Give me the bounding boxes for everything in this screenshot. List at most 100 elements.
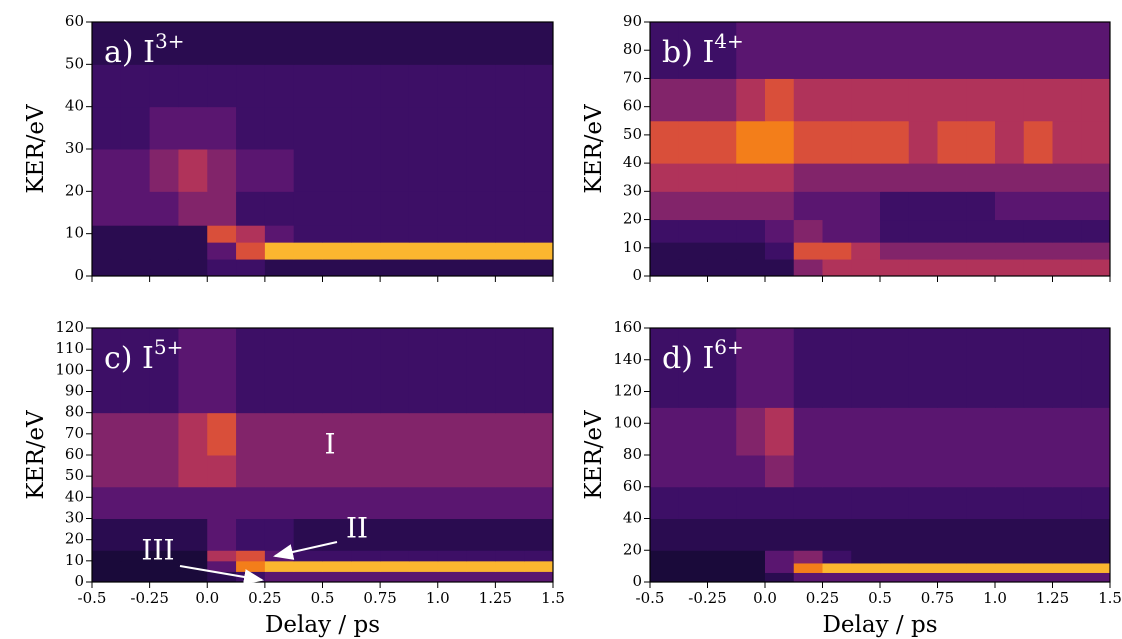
heatmap-cell xyxy=(822,191,852,221)
heatmap-cell xyxy=(120,22,151,65)
heatmap-cell xyxy=(966,328,996,408)
heatmap-cell xyxy=(995,242,1025,260)
heatmap-cell xyxy=(207,259,237,277)
x-tick-label: 1.5 xyxy=(541,589,565,607)
heatmap-cell xyxy=(822,328,852,408)
panel: 0 10 20 30 40 50 60 KER/eV a) I3+ xyxy=(23,12,554,284)
heatmap-cell xyxy=(822,407,852,456)
heatmap-cell xyxy=(908,219,938,243)
heatmap-cell xyxy=(736,219,766,243)
heatmap-cell xyxy=(793,562,823,573)
heatmap-cell xyxy=(707,328,737,408)
panel-title-sup: 6+ xyxy=(714,335,743,359)
heatmap-cell xyxy=(178,191,208,226)
heatmap-cell xyxy=(466,242,496,260)
heatmap-cell xyxy=(678,242,708,260)
heatmap-cell xyxy=(149,455,179,488)
heatmap-cell xyxy=(995,120,1025,164)
heatmap-cell xyxy=(149,518,179,551)
heatmap-cell xyxy=(678,550,708,564)
panel-title-main: d) I xyxy=(662,341,714,376)
heatmap-cell xyxy=(236,225,266,243)
heatmap-cell xyxy=(120,106,151,150)
heatmap-cell xyxy=(1081,562,1111,573)
heatmap-cell xyxy=(937,486,967,519)
heatmap-cell xyxy=(380,560,410,572)
heatmap-cell xyxy=(650,486,680,519)
heatmap-cell xyxy=(120,259,151,277)
heatmap-cell xyxy=(1081,572,1111,583)
heatmap-cell xyxy=(678,518,708,551)
heatmap-cell xyxy=(650,120,680,164)
heatmap-cell xyxy=(524,486,554,519)
heatmap-cell xyxy=(966,562,996,573)
heatmap-cell xyxy=(524,550,554,562)
heatmap-cell xyxy=(322,486,352,519)
heatmap-cell xyxy=(380,225,410,243)
heatmap-cell xyxy=(207,64,237,108)
y-tick-label: 120 xyxy=(55,318,84,336)
heatmap-cell xyxy=(149,106,179,150)
panel: 0 10 20 30 40 50 60 70 80 90 100 110 120 -0.5 -0.25 0.0… xyxy=(23,318,565,638)
heatmap-cell xyxy=(92,455,122,488)
heatmap-cell xyxy=(937,78,967,122)
heatmap-cell xyxy=(207,571,237,583)
heatmap-cell xyxy=(178,550,208,562)
heatmap-cell xyxy=(851,242,881,260)
y-tick-label: 40 xyxy=(623,509,642,527)
heatmap-cell xyxy=(437,412,468,456)
heatmap-cell xyxy=(466,106,496,150)
heatmap-cell xyxy=(380,328,410,414)
heatmap-cell xyxy=(408,328,439,414)
heatmap-cell xyxy=(322,455,352,488)
heatmap-cell xyxy=(178,571,208,583)
heatmap-cell xyxy=(264,571,295,583)
heatmap-cell xyxy=(236,455,266,488)
heatmap-cell xyxy=(995,22,1025,79)
heatmap-cell xyxy=(120,550,151,562)
heatmap-cell xyxy=(650,572,680,583)
y-tick-label: 0 xyxy=(632,266,642,284)
heatmap-cell xyxy=(736,259,766,277)
heatmap-cell xyxy=(736,120,766,164)
heatmap-cell xyxy=(380,259,410,277)
heatmap-cell xyxy=(495,242,525,260)
heatmap-cell xyxy=(322,225,352,243)
y-tick-label: 110 xyxy=(55,339,84,357)
heatmap-cell xyxy=(293,571,323,583)
heatmap-cell xyxy=(408,225,439,243)
heatmap-cell xyxy=(466,455,496,488)
heatmap-cell xyxy=(236,412,266,456)
heatmap-cell xyxy=(937,562,967,573)
heatmap-cell xyxy=(351,486,381,519)
heatmap-cell xyxy=(178,259,208,277)
heatmap-cell xyxy=(120,328,151,414)
panel-title-main: a) I xyxy=(104,35,155,70)
heatmap-cell xyxy=(880,191,910,221)
x-tick-label: -0.5 xyxy=(78,589,107,607)
heatmap-cell xyxy=(765,518,795,551)
heatmap-cell xyxy=(880,455,910,488)
y-tick-label: 40 xyxy=(65,487,84,505)
heatmap-cell xyxy=(351,455,381,488)
heatmap-cell xyxy=(524,518,554,551)
y-axis-label: KER/eV xyxy=(581,104,607,194)
heatmap-cell xyxy=(524,412,554,456)
heatmap-cell xyxy=(678,78,708,122)
heatmap-cell xyxy=(236,550,266,562)
heatmap-cell xyxy=(149,412,179,456)
heatmap-cell xyxy=(264,191,295,226)
heatmap-cell xyxy=(822,219,852,243)
heatmap-cell xyxy=(92,486,122,519)
y-tick-label: 10 xyxy=(65,551,84,569)
heatmap-cell xyxy=(380,242,410,260)
heatmap-cell xyxy=(495,259,525,277)
heatmap-cell xyxy=(322,259,352,277)
heatmap-cell xyxy=(851,78,881,122)
heatmap-cell xyxy=(92,412,122,456)
heatmap-cell xyxy=(1081,163,1111,192)
heatmap-cell xyxy=(466,225,496,243)
heatmap-cell xyxy=(937,328,967,408)
y-tick-label: 80 xyxy=(623,445,642,463)
heatmap-cell xyxy=(678,163,708,192)
